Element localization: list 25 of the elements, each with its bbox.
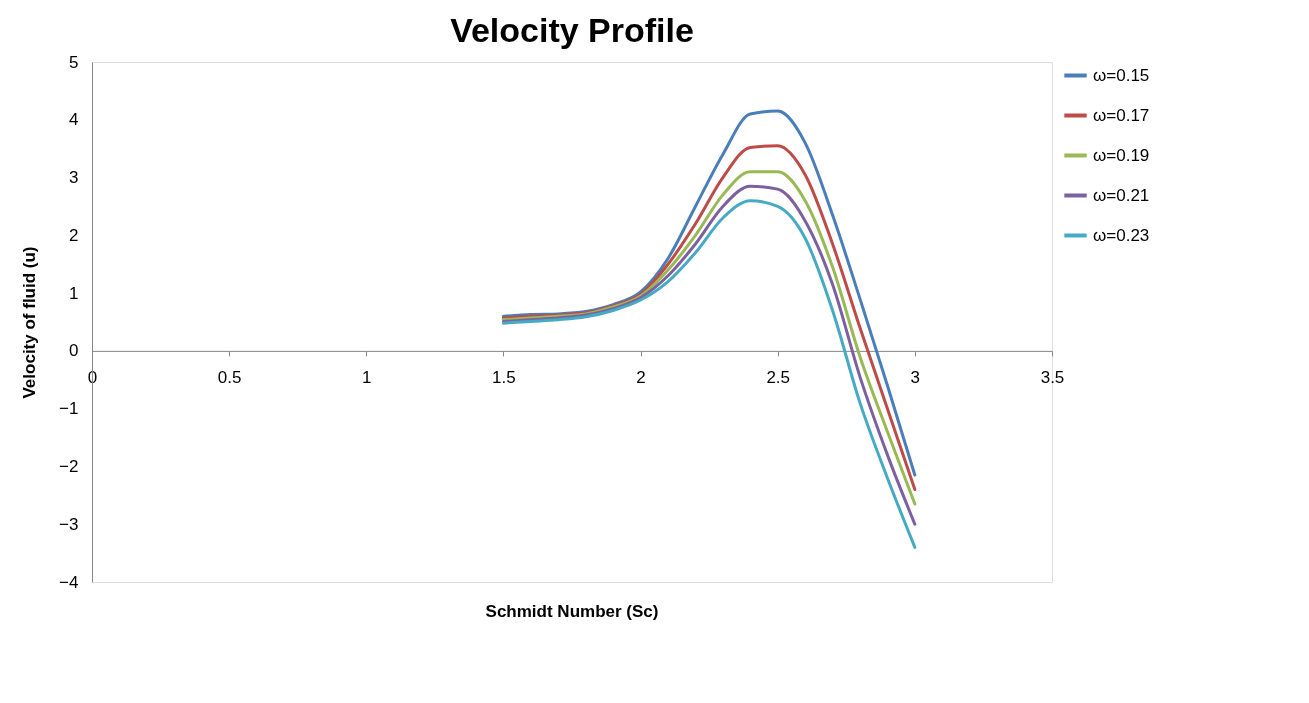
legend-label: ω=0.21: [1093, 185, 1150, 205]
x-tick-label: 3.5: [1040, 368, 1065, 388]
y-tick-label: 0: [69, 341, 79, 361]
y-tick-label: −3: [59, 514, 79, 534]
y-axis-title: Velocity of fluid (u): [20, 246, 40, 399]
y-tick-label: −4: [59, 572, 79, 592]
y-tick-label: 4: [69, 110, 79, 130]
x-tick-label: 1.5: [492, 368, 516, 388]
legend-label: ω=0.17: [1093, 105, 1150, 125]
y-tick-label: −2: [59, 456, 79, 476]
y-tick-label: 5: [69, 52, 79, 72]
x-tick-label: 1: [362, 368, 372, 388]
legend-label: ω=0.15: [1093, 65, 1150, 85]
chart-title: Velocity Profile: [450, 11, 694, 49]
y-tick-label: −1: [59, 399, 79, 419]
x-tick-label: 2.5: [766, 368, 791, 388]
legend-label: ω=0.23: [1093, 225, 1150, 245]
y-tick-label: 3: [69, 168, 79, 188]
legend-label: ω=0.19: [1093, 145, 1150, 165]
y-tick-label: 1: [69, 283, 79, 303]
x-tick-label: 0.5: [217, 368, 242, 388]
y-tick-label: 2: [69, 225, 79, 245]
x-tick-label: 3: [910, 368, 921, 388]
x-axis-title: Schmidt Number (Sc): [485, 602, 659, 621]
x-tick-label: 2: [636, 368, 646, 388]
